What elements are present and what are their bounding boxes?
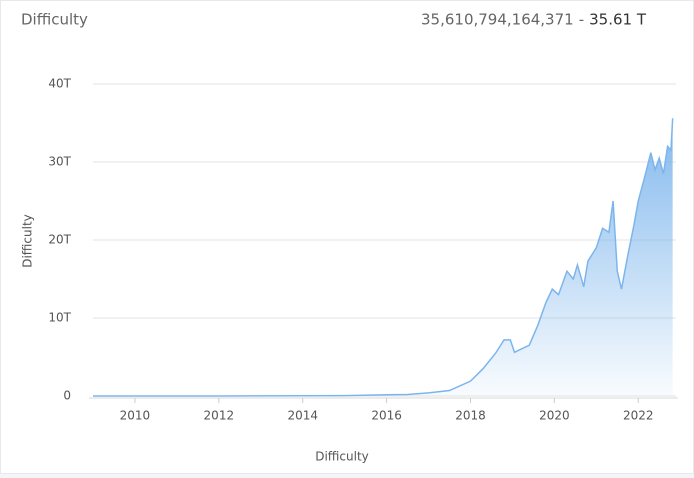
area-fill [93,118,673,397]
y-axis-title: Difficulty [21,214,35,268]
x-tick-label: 2018 [455,409,486,423]
x-tick-label: 2016 [371,409,402,423]
x-tick-label: 2012 [204,409,235,423]
x-tick-label: 2014 [287,409,318,423]
y-tick-label: 20T [48,233,71,247]
y-tick-label: 30T [48,155,71,169]
x-tick-label: 2020 [539,409,570,423]
x-axis-title: Difficulty [315,450,369,464]
header-value: 35,610,794,164,371 [421,11,574,29]
area-line [92,118,674,397]
x-tick-label: 2022 [623,409,654,423]
y-tick-label: 10T [48,311,71,325]
header-separator: - [579,11,584,29]
y-tick-label: 40T [48,77,71,91]
plot: 0 10T 20T 30T 40T 2010 2012 2014 2016 2018 2020 202… [48,77,678,423]
y-tick-label: 0 [63,389,71,403]
header-title: Difficulty [21,11,88,29]
header-value-short: 35.61 T [589,11,647,29]
x-tick-label: 2010 [120,409,151,423]
